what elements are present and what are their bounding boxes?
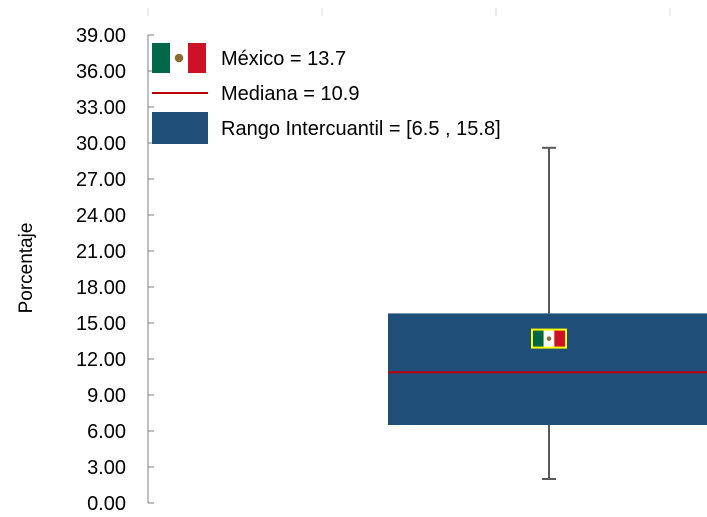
flag-green [152,43,170,73]
y-axis: 0.00 3.00 6.00 9.00 12.00 15.00 18.00 21.00 24.0… [76,8,671,515]
flag-emblem [174,53,184,63]
legend: México = 13.7 Mediana = 10.9 Rango Intercu… [152,43,501,144]
flag-emblem [546,336,552,341]
legend-box-swatch [152,112,208,144]
box-plot [388,146,707,480]
y-tick-label: 3.00 [87,457,126,479]
legend-flag-icon [152,43,206,73]
y-tick-label: 39.00 [76,25,126,47]
y-tick-label: 6.00 [87,421,126,443]
flag-red [188,43,206,73]
legend-label: México = 13.7 [221,48,346,70]
legend-label: Rango Intercuantil = [6.5 , 15.8] [221,118,501,140]
y-tick-label: 36.00 [76,61,126,83]
y-tick-label: 27.00 [76,169,126,191]
y-tick-label: 9.00 [87,385,126,407]
y-axis-label: Porcentaje [16,223,37,314]
y-tick-label: 15.00 [76,313,126,335]
y-tick-label: 21.00 [76,241,126,263]
y-tick-label: 18.00 [76,277,126,299]
flag-red [554,330,565,347]
flag-green [533,330,544,347]
y-tick-label: 24.00 [76,205,126,227]
mexico-marker [531,328,567,349]
y-tick-label: 12.00 [76,349,126,371]
y-tick-label: 0.00 [87,493,126,512]
y-tick-label: 30.00 [76,133,126,155]
legend-label: Mediana = 10.9 [221,83,359,105]
y-tick-label: 33.00 [76,97,126,119]
